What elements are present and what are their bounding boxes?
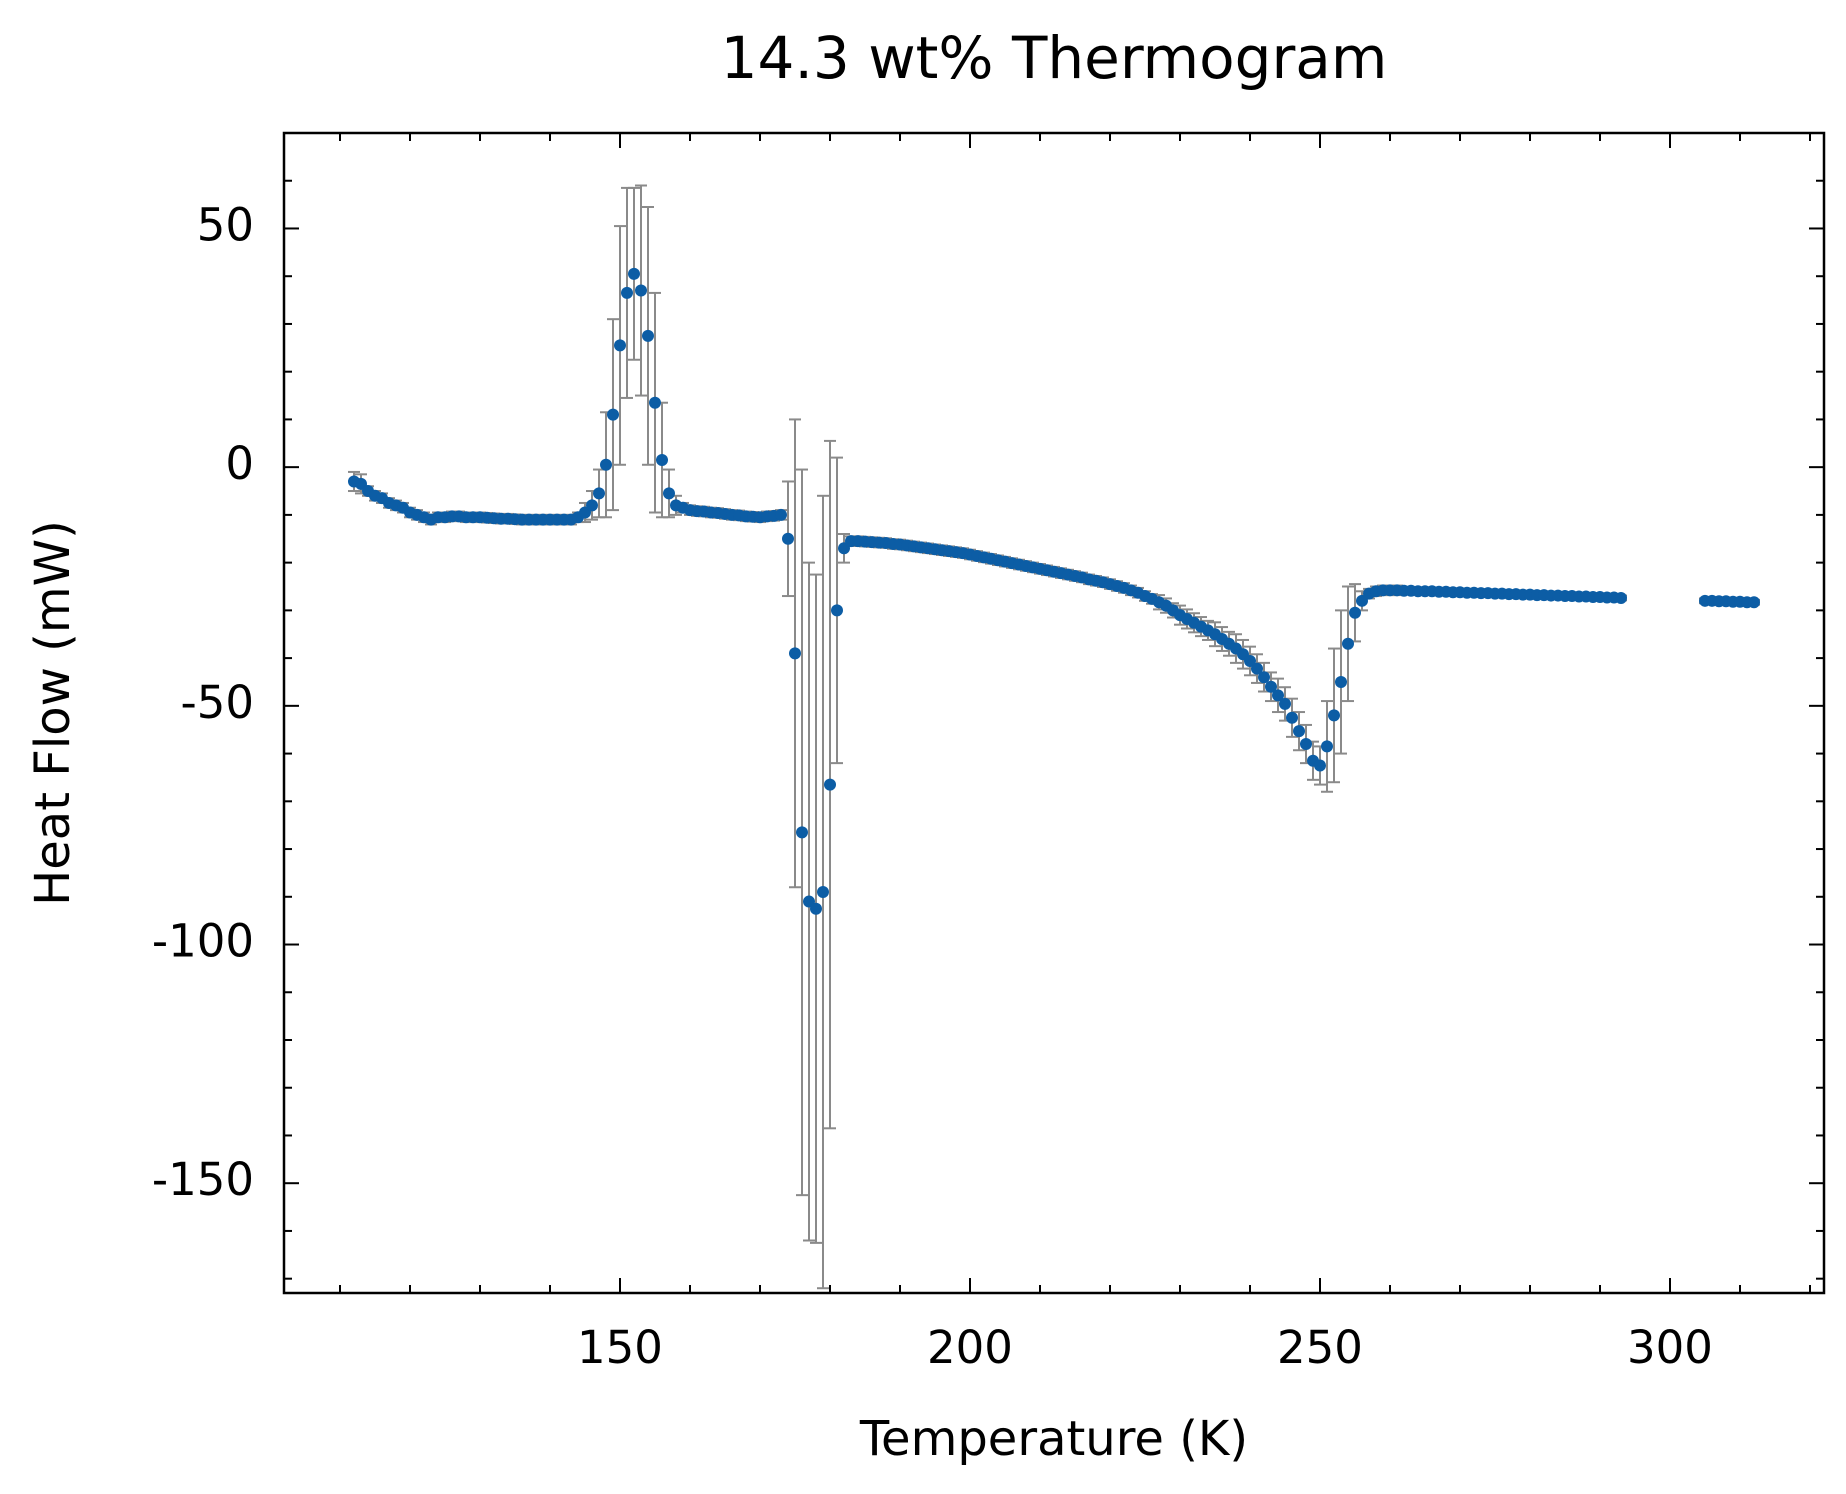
y-tick-label: 50 (197, 198, 254, 251)
y-tick-label: 0 (225, 437, 254, 490)
data-point (1349, 606, 1361, 619)
chart-title: 14.3 wt% Thermogram (721, 24, 1388, 92)
data-point (824, 778, 836, 791)
data-point (1615, 591, 1627, 604)
y-axis-label: Heat Flow (mW) (25, 520, 81, 906)
data-point (1342, 637, 1354, 650)
x-tick-label: 200 (927, 1321, 1013, 1374)
data-point (1748, 596, 1760, 609)
x-tick-label: 250 (1277, 1321, 1363, 1374)
data-point (1328, 709, 1340, 722)
data-point (663, 487, 675, 500)
data-point (642, 329, 654, 342)
plot-frame (282, 131, 1826, 1295)
data-point (817, 886, 829, 899)
y-tick-label: -100 (152, 915, 254, 968)
data-point (1300, 738, 1312, 751)
data-point (1279, 697, 1291, 710)
data-point (628, 267, 640, 280)
data-point (810, 902, 822, 915)
data-point (1286, 711, 1298, 724)
data-point (1272, 689, 1284, 702)
data-point (1258, 671, 1270, 684)
data-point (635, 284, 647, 297)
data-point (782, 532, 794, 545)
data-point (1335, 675, 1347, 688)
data-point (796, 826, 808, 839)
data-point (607, 408, 619, 421)
data-point (586, 499, 598, 512)
data-point (789, 647, 801, 660)
data-point (1265, 680, 1277, 693)
data-point (775, 508, 787, 521)
data-point (1321, 740, 1333, 753)
data-point (600, 458, 612, 471)
data-point (621, 286, 633, 299)
data-point (1293, 725, 1305, 738)
x-tick-label: 150 (577, 1321, 663, 1374)
error-bars (348, 184, 1760, 1290)
x-axis-label: Temperature (K) (859, 1411, 1248, 1467)
data-point (1244, 654, 1256, 667)
y-tick-label: -50 (181, 676, 255, 729)
data-point (1251, 662, 1263, 675)
data-point (649, 396, 661, 409)
data-point (593, 487, 605, 500)
y-tick-label: -150 (152, 1153, 254, 1206)
data-point (656, 453, 668, 466)
x-tick-label: 300 (1627, 1321, 1713, 1374)
data-point (614, 339, 626, 352)
data-point (831, 604, 843, 617)
data-point (1314, 759, 1326, 772)
